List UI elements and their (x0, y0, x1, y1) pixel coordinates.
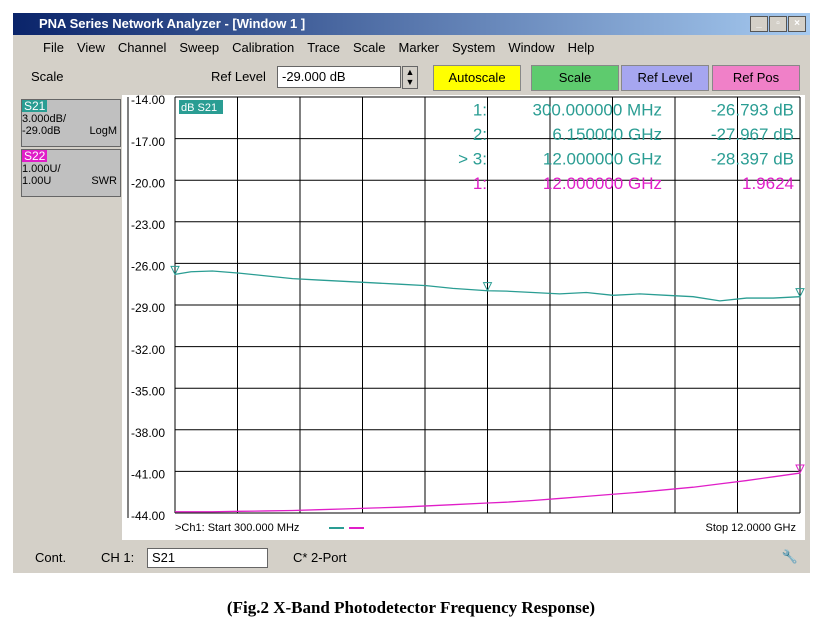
marker (795, 288, 805, 298)
tool-icon[interactable]: 🔧 (781, 549, 799, 564)
marker-stimulus: 300.000000 MHz (533, 100, 662, 119)
y-tick-label: -44.00 (131, 509, 165, 523)
menu-item[interactable]: Sweep (179, 40, 220, 55)
y-tick-label: -26.00 (131, 260, 165, 274)
close[interactable]: × (788, 16, 806, 32)
ref-level-input[interactable]: -29.000 dB (277, 66, 401, 88)
marker-stimulus: 6.150000 GHz (552, 125, 662, 144)
y-tick-label: -20.00 (131, 176, 165, 190)
trace-name: S21 (22, 99, 48, 113)
menu-item[interactable]: Help (567, 40, 595, 55)
y-tick-label: -23.00 (131, 218, 165, 232)
menu-item[interactable]: Calibration (232, 40, 295, 55)
marker (795, 464, 805, 475)
trace-label: dB S21 (181, 102, 217, 114)
y-tick-label: -38.00 (131, 426, 165, 440)
start-label: >Ch1: Start 300.000 MHz (175, 522, 299, 534)
marker-label: > 3: (458, 149, 487, 168)
status-measurement[interactable]: S21 (147, 548, 268, 568)
y-tick-label: -17.00 (131, 135, 165, 149)
y-tick-label: -29.00 (131, 301, 165, 315)
trace-s22-box[interactable]: S22 1.000U/ 1.00U SWR (21, 149, 121, 197)
trace-ref: 1.00U (22, 175, 52, 187)
maximize[interactable]: ▫ (769, 16, 787, 32)
trace-format: SWR (91, 175, 117, 187)
marker-response: 1.9624 (742, 174, 794, 193)
menu-item[interactable]: Window (508, 40, 555, 55)
status-bar: Cont. CH 1: S21 C* 2-Port 🔧 (13, 545, 810, 571)
status-channel: CH 1: (101, 550, 135, 565)
trace-name: S22 (22, 149, 48, 163)
toolbar-button[interactable]: Scale (531, 65, 619, 91)
field-label: Ref Level (211, 69, 266, 84)
trace-s21-box[interactable]: S21 3.000dB/ -29.0dB LogM (21, 99, 121, 147)
marker-stimulus: 12.000000 GHz (543, 174, 662, 193)
marker-response: -26.793 dB (711, 100, 794, 119)
trace-scale: 1.000U/ (22, 163, 61, 175)
toolbar-button[interactable]: Ref Level (621, 65, 709, 91)
marker-response: -27.967 dB (711, 125, 794, 144)
marker-stimulus: 12.000000 GHz (543, 149, 662, 168)
marker (170, 265, 180, 276)
marker (482, 282, 493, 292)
plot: -14.00 -17.00 -20.00 -23.00 -26.00 -29.00 -32.… (122, 95, 805, 540)
menu-item[interactable]: Trace (307, 40, 340, 55)
menu-item[interactable]: Channel (117, 40, 167, 55)
toolbar-label: Scale (31, 69, 64, 84)
trace-format: LogM (89, 125, 117, 137)
menu-item[interactable]: Marker (398, 40, 439, 55)
marker-label: 1: (473, 100, 487, 119)
menu-item[interactable]: System (451, 40, 496, 55)
marker-label: 1: (473, 174, 487, 193)
y-tick-label: -41.00 (131, 468, 165, 482)
trace-label-bg (179, 100, 223, 114)
window-title: PNA Series Network Analyzer - [Window 1 … (39, 16, 306, 31)
stop-label: Stop 12.0000 GHz (705, 522, 796, 534)
toolbar-button[interactable]: Autoscale (433, 65, 521, 91)
menu-item[interactable]: View (76, 40, 105, 55)
y-tick-label: -32.00 (131, 343, 165, 357)
y-tick-label: -35.00 (131, 384, 165, 398)
trace-scale: 3.000dB/ (22, 113, 67, 125)
spinner[interactable]: ▲ ▼ (402, 66, 418, 89)
trace-ref: -29.0dB (22, 125, 61, 137)
minimize[interactable]: _ (750, 16, 768, 32)
menu-bar: File View Channel Sweep Calibration Trace Scal… (43, 37, 594, 59)
toolbar-button[interactable]: Ref Pos (712, 65, 800, 91)
marker-response: -28.397 dB (711, 149, 794, 168)
y-tick-label: -14.00 (131, 95, 165, 107)
trace-line (175, 472, 801, 513)
caption: (Fig.2 X-Band Photodetector Frequency Re… (226, 598, 596, 617)
marker-label: 2: (473, 125, 487, 144)
status-cal: C* 2-Port (293, 550, 347, 565)
menu-item[interactable]: File (43, 40, 64, 55)
status-mode: Cont. (35, 550, 67, 565)
menu-item[interactable]: Scale (353, 40, 386, 55)
title-bar: PNA Series Network Analyzer - [Window 1 … (13, 13, 810, 35)
